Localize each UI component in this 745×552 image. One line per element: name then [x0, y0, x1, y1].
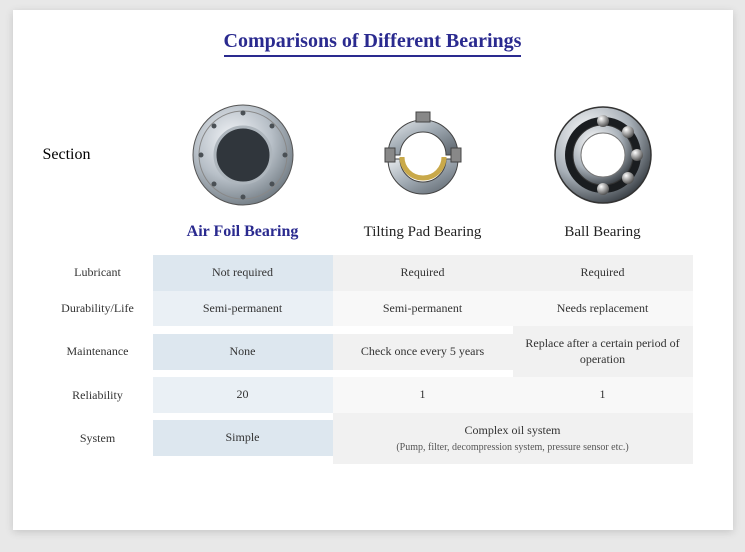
table-cell: None: [153, 334, 333, 370]
column-name-2: Tilting Pad Bearing: [333, 216, 513, 255]
table-cell: 1: [333, 377, 513, 413]
row-label: Reliability: [43, 378, 153, 413]
title-wrap: Comparisons of Different Bearings: [43, 30, 703, 77]
table-cell: Check once every 5 years: [333, 334, 513, 370]
row-label: Lubricant: [43, 255, 153, 290]
column-name-1: Air Foil Bearing: [153, 215, 333, 255]
table-cell: Required: [513, 255, 693, 291]
table-cell: 20: [153, 377, 333, 413]
table-cell: Simple: [153, 420, 333, 456]
table-cell: Required: [333, 255, 513, 291]
section-label: Section: [43, 146, 153, 164]
bearing-airfoil-image: [153, 95, 333, 215]
row-label: Durability/Life: [43, 291, 153, 326]
page: Comparisons of Different Bearings Sectio…: [13, 10, 733, 530]
page-title: Comparisons of Different Bearings: [224, 30, 522, 57]
bearing-tiltingpad-icon: [368, 100, 478, 210]
table-cell: Needs replacement: [513, 291, 693, 327]
table-cell: Not required: [153, 255, 333, 291]
row-label: Maintenance: [43, 334, 153, 369]
table-cell-merged: Complex oil system(Pump, filter, decompr…: [333, 413, 693, 464]
table-cell: Semi-permanent: [153, 291, 333, 327]
bearing-ball-image: [513, 95, 693, 215]
bearing-airfoil-icon: [188, 100, 298, 210]
row-label: System: [43, 421, 153, 456]
bearing-tiltingpad-image: [333, 95, 513, 215]
table-cell-subtext: (Pump, filter, decompression system, pre…: [339, 441, 687, 454]
table-cell: Semi-permanent: [333, 291, 513, 327]
bearing-ball-icon: [548, 100, 658, 210]
comparison-grid: Section: [43, 95, 703, 464]
table-cell: 1: [513, 377, 693, 413]
table-cell: Replace after a certain period of operat…: [513, 326, 693, 377]
column-name-3: Ball Bearing: [513, 216, 693, 255]
